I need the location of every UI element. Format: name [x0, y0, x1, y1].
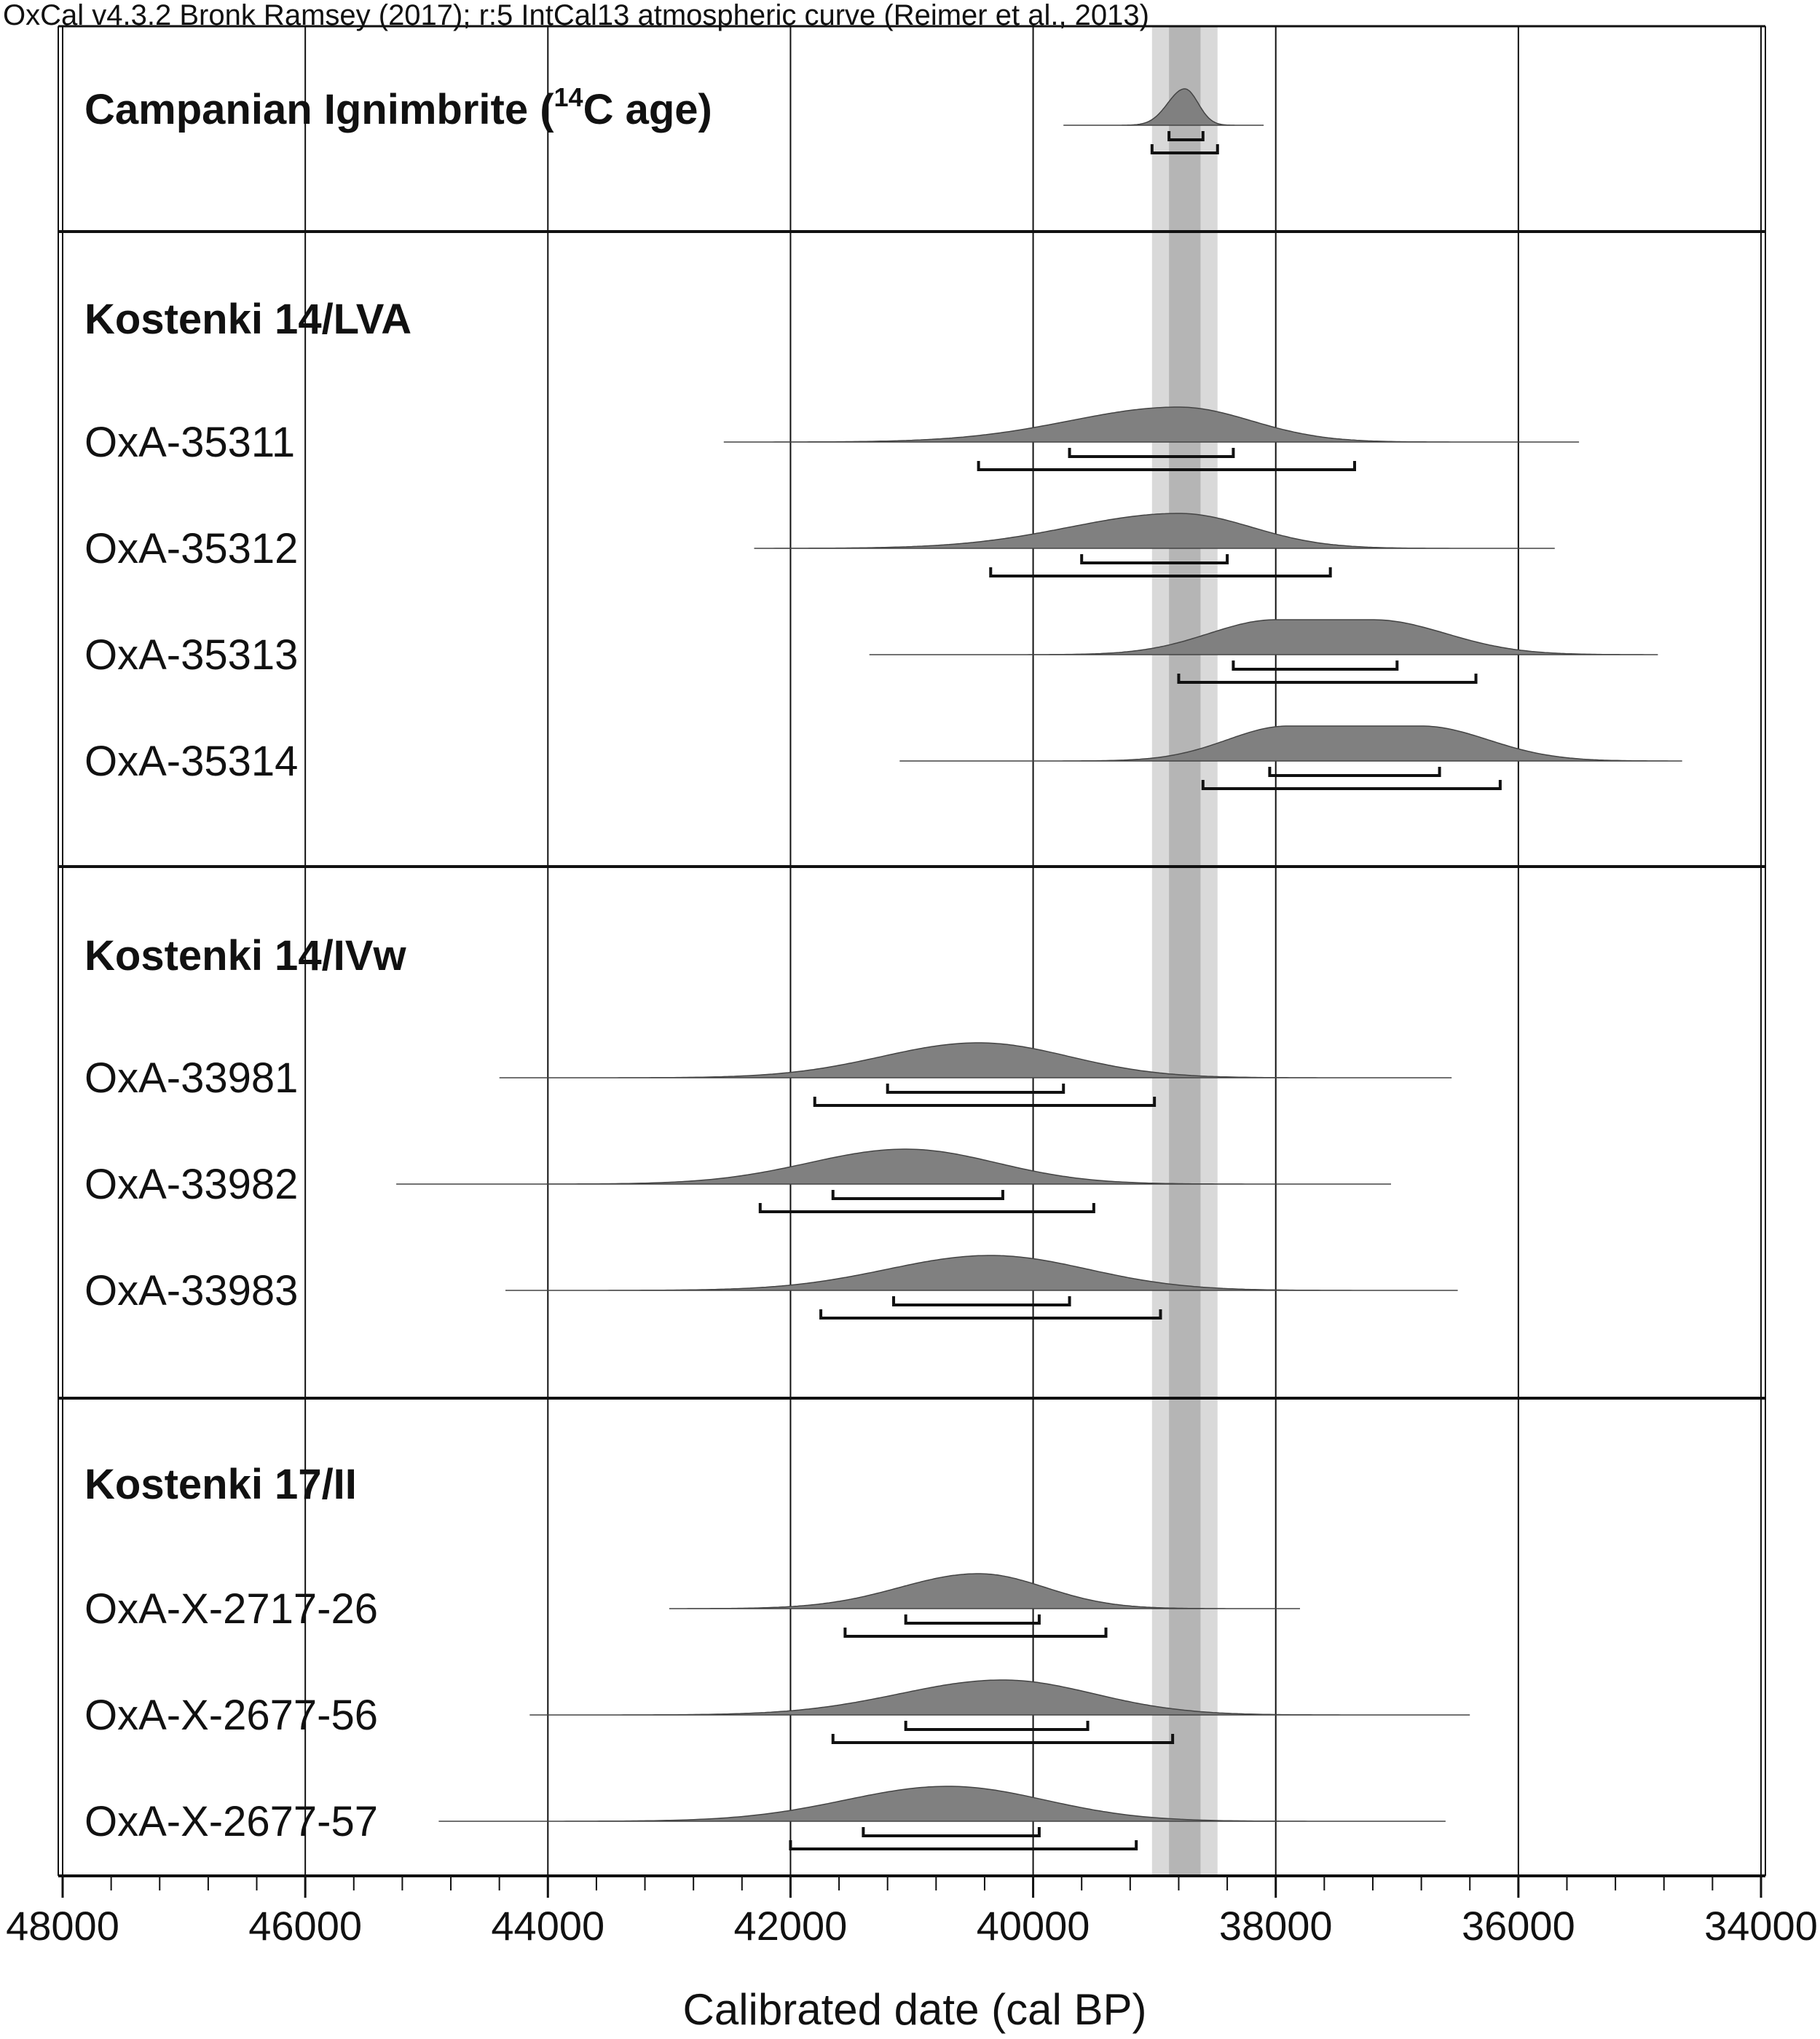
distribution-OxA-33983: [505, 1255, 1458, 1291]
sample-label: OxA-X-2677-56: [84, 1692, 378, 1739]
range-68-bracket: [1167, 131, 1205, 141]
distribution-campanian: [1063, 88, 1264, 126]
x-axis: 48000 46000 44000 42000 40000 38000 36000 34000: [6, 1876, 1818, 1949]
vertical-gridlines: [304, 26, 1519, 1876]
sample-label: OxA-X-2717-26: [84, 1585, 378, 1633]
range-95-bracket: [789, 1840, 1138, 1850]
distribution-OxA-X-2677-56: [529, 1679, 1470, 1716]
group-title: Kostenki 17/II: [84, 1461, 357, 1508]
distribution-OxA-33981: [499, 1042, 1452, 1078]
range-95-bracket: [1177, 674, 1478, 684]
x-tick-label: 40000: [977, 1903, 1090, 1949]
distribution-OxA-35312: [754, 513, 1555, 549]
x-tick-label: 42000: [734, 1903, 848, 1949]
range-95-bracket: [843, 1628, 1108, 1638]
sample-label: OxA-33983: [84, 1267, 298, 1314]
range-68-bracket: [831, 1190, 1004, 1200]
range-68-bracket: [892, 1296, 1071, 1306]
range-95-bracket: [989, 567, 1332, 577]
sample-label: OxA-35314: [84, 738, 298, 785]
range-95-bracket: [819, 1309, 1162, 1320]
x-tick-label: 38000: [1219, 1903, 1333, 1949]
x-tick-label: 48000: [6, 1903, 119, 1949]
range-95-bracket: [977, 461, 1356, 471]
highlight-band: [1151, 26, 1218, 1876]
group-title: Kostenki 14/IVw: [84, 932, 406, 979]
distribution-OxA-33982: [396, 1148, 1391, 1185]
row-labels: Campanian Ignimbrite (14C age) Kostenki 1…: [84, 82, 712, 1845]
sample-label: OxA-35311: [84, 419, 295, 466]
range-68-bracket: [1080, 554, 1229, 564]
range-68-bracket: [886, 1084, 1065, 1094]
chart-frame: [58, 25, 1766, 1877]
range-68-bracket: [1268, 767, 1441, 777]
distribution-OxA-35314: [899, 725, 1682, 762]
x-tick-label: 44000: [491, 1903, 604, 1949]
x-tick-label: 36000: [1462, 1903, 1575, 1949]
distribution-OxA-35313: [869, 619, 1658, 655]
range-68-bracket: [904, 1721, 1090, 1731]
range-95-bracket: [813, 1097, 1157, 1107]
distribution-OxA-X-2717-26: [669, 1573, 1300, 1609]
x-tick-label: 46000: [248, 1903, 362, 1949]
range-95-bracket: [758, 1203, 1095, 1213]
range-68-bracket: [862, 1827, 1041, 1837]
range-95-bracket: [1150, 144, 1219, 154]
distribution-OxA-35311: [723, 406, 1580, 443]
sample-label: OxA-33981: [84, 1054, 298, 1102]
range-68-bracket: [1068, 448, 1235, 458]
band-inner: [1169, 26, 1201, 1876]
group-title: Campanian Ignimbrite (14C age): [84, 82, 712, 133]
distributions: [396, 88, 1682, 1850]
group-title: Kostenki 14/LVA: [84, 296, 411, 343]
sample-label: OxA-33982: [84, 1161, 298, 1208]
sample-label: OxA-X-2677-57: [84, 1798, 378, 1845]
x-axis-title: Calibrated date (cal BP): [683, 1985, 1147, 2034]
range-68-bracket: [1232, 660, 1399, 671]
x-tick-label: 34000: [1704, 1903, 1818, 1949]
sample-label: OxA-35313: [84, 631, 298, 679]
range-95-bracket: [1201, 780, 1502, 790]
range-95-bracket: [831, 1734, 1175, 1744]
range-68-bracket: [904, 1614, 1041, 1625]
sample-label: OxA-35312: [84, 525, 298, 572]
distribution-OxA-X-2677-57: [438, 1786, 1446, 1822]
